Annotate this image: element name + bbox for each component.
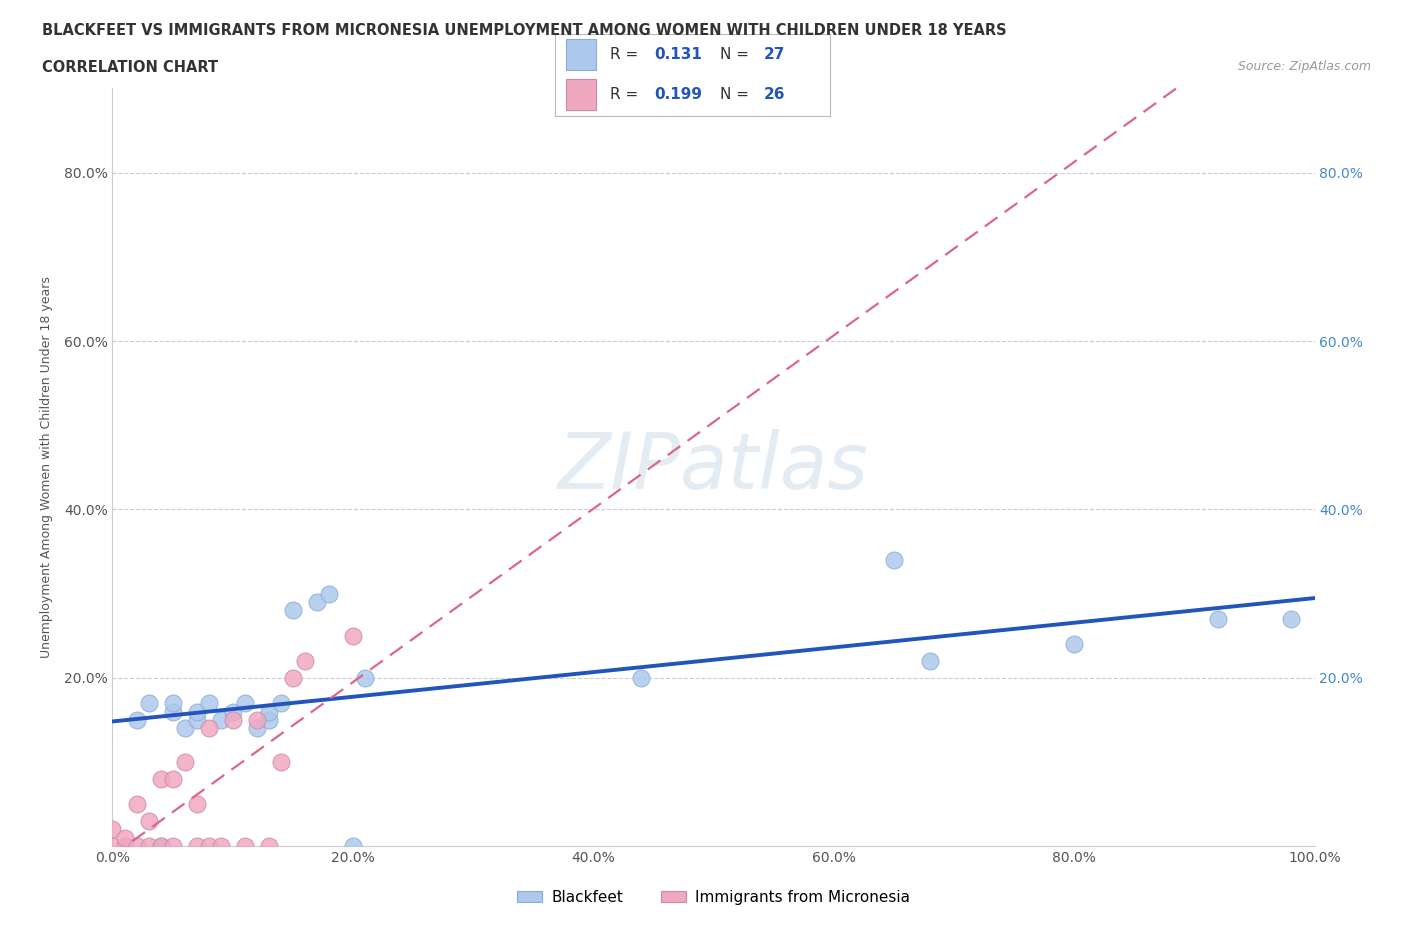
Point: [257, 712, 280, 727]
Point: [270, 754, 292, 769]
Point: [186, 712, 208, 727]
Point: [186, 839, 208, 854]
Point: [186, 704, 208, 719]
Point: [281, 671, 304, 685]
Point: [186, 797, 208, 812]
Point: [149, 772, 172, 787]
Point: [162, 839, 184, 854]
Point: [918, 654, 941, 669]
Point: [173, 754, 195, 769]
Point: [354, 671, 377, 685]
Point: [233, 696, 256, 711]
Point: [1063, 637, 1085, 652]
Point: [138, 839, 160, 854]
Text: BLACKFEET VS IMMIGRANTS FROM MICRONESIA UNEMPLOYMENT AMONG WOMEN WITH CHILDREN U: BLACKFEET VS IMMIGRANTS FROM MICRONESIA …: [42, 23, 1007, 38]
Text: 0.199: 0.199: [654, 86, 702, 101]
FancyBboxPatch shape: [567, 39, 596, 71]
Point: [342, 629, 364, 644]
Point: [342, 839, 364, 854]
Point: [138, 696, 160, 711]
Point: [246, 721, 269, 736]
Point: [257, 704, 280, 719]
Point: [125, 712, 148, 727]
Text: N =: N =: [720, 86, 754, 101]
Point: [125, 839, 148, 854]
Point: [883, 552, 905, 567]
Text: Source: ZipAtlas.com: Source: ZipAtlas.com: [1237, 60, 1371, 73]
Text: 26: 26: [763, 86, 785, 101]
Point: [173, 721, 195, 736]
Point: [114, 839, 136, 854]
Point: [197, 696, 219, 711]
Text: N =: N =: [720, 47, 754, 62]
FancyBboxPatch shape: [567, 79, 596, 110]
Point: [101, 839, 124, 854]
Point: [149, 839, 172, 854]
Point: [138, 814, 160, 829]
Point: [162, 696, 184, 711]
Point: [1279, 612, 1302, 627]
Point: [257, 839, 280, 854]
Point: [162, 704, 184, 719]
Text: 0.131: 0.131: [654, 47, 702, 62]
Point: [222, 712, 245, 727]
Point: [233, 839, 256, 854]
Point: [149, 839, 172, 854]
Point: [305, 594, 328, 609]
Text: R =: R =: [610, 47, 644, 62]
Text: ZIPatlas: ZIPatlas: [558, 430, 869, 505]
Point: [114, 830, 136, 845]
Point: [197, 721, 219, 736]
Point: [281, 603, 304, 618]
Point: [125, 797, 148, 812]
Point: [197, 839, 219, 854]
Legend: Blackfeet, Immigrants from Micronesia: Blackfeet, Immigrants from Micronesia: [512, 884, 915, 910]
Text: 27: 27: [763, 47, 785, 62]
Point: [294, 654, 316, 669]
Point: [101, 822, 124, 837]
Point: [270, 696, 292, 711]
Point: [246, 712, 269, 727]
Point: [162, 772, 184, 787]
Text: CORRELATION CHART: CORRELATION CHART: [42, 60, 218, 75]
Point: [630, 671, 652, 685]
Text: R =: R =: [610, 86, 644, 101]
Point: [209, 839, 232, 854]
Point: [222, 704, 245, 719]
Point: [1208, 612, 1230, 627]
Point: [209, 712, 232, 727]
Y-axis label: Unemployment Among Women with Children Under 18 years: Unemployment Among Women with Children U…: [39, 276, 52, 658]
Point: [318, 586, 340, 601]
